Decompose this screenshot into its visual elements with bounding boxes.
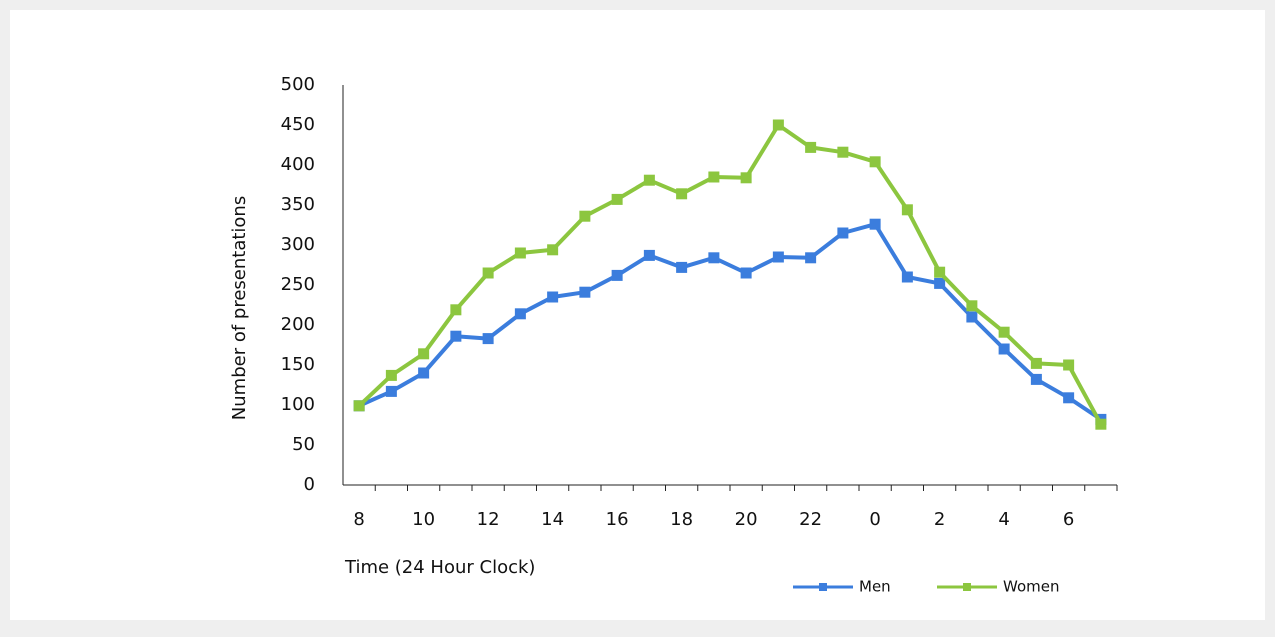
series-marker xyxy=(772,251,784,263)
legend-label: Men xyxy=(859,578,891,596)
series-marker xyxy=(514,308,526,320)
series-marker xyxy=(482,267,494,279)
y-tick-label: 250 xyxy=(281,274,315,295)
series-marker xyxy=(676,261,688,273)
series-marker xyxy=(1063,392,1075,404)
x-tick-label: 10 xyxy=(412,509,435,530)
series-marker xyxy=(450,330,462,342)
legend-marker xyxy=(819,583,827,591)
y-tick-label: 100 xyxy=(281,394,315,415)
series-marker xyxy=(837,146,849,158)
series-marker xyxy=(805,141,817,153)
series-marker xyxy=(1030,357,1042,369)
series-marker xyxy=(998,343,1010,355)
series-marker xyxy=(643,249,655,261)
series-marker xyxy=(482,333,494,345)
series-marker xyxy=(1063,359,1075,371)
series-marker xyxy=(740,267,752,279)
series-marker xyxy=(353,400,365,412)
series-marker xyxy=(643,174,655,186)
series-marker xyxy=(547,291,559,303)
series-marker xyxy=(708,171,720,183)
x-tick-label: 22 xyxy=(799,509,822,530)
y-tick-label: 400 xyxy=(281,154,315,175)
series-marker xyxy=(418,348,430,360)
x-tick-label: 20 xyxy=(735,509,758,530)
y-tick-label: 0 xyxy=(304,474,315,495)
y-axis-title: Number of presentations xyxy=(229,196,250,420)
x-axis-title: Time (24 Hour Clock) xyxy=(344,557,535,578)
series-marker xyxy=(579,286,591,298)
series-marker xyxy=(676,188,688,200)
x-tick-label: 16 xyxy=(606,509,629,530)
series-marker xyxy=(740,172,752,184)
series-marker xyxy=(869,156,881,168)
x-tick-label: 4 xyxy=(998,509,1009,530)
series-marker xyxy=(1095,418,1107,430)
series-marker xyxy=(547,244,559,256)
series-marker xyxy=(998,326,1010,338)
series-marker xyxy=(901,204,913,216)
series-marker xyxy=(418,367,430,379)
x-tick-label: 14 xyxy=(541,509,564,530)
series-marker xyxy=(934,266,946,278)
series-marker xyxy=(1030,373,1042,385)
series-marker xyxy=(805,252,817,264)
y-tick-label: 150 xyxy=(281,354,315,375)
x-tick-label: 12 xyxy=(477,509,500,530)
series-marker xyxy=(514,247,526,259)
series-marker xyxy=(385,369,397,381)
x-tick-label: 8 xyxy=(353,509,364,530)
series-marker xyxy=(579,210,591,222)
x-tick-label: 0 xyxy=(869,509,880,530)
series-marker xyxy=(708,252,720,264)
series-marker xyxy=(869,218,881,230)
series-marker xyxy=(611,193,623,205)
series-marker xyxy=(966,300,978,312)
series-marker xyxy=(837,227,849,239)
chart-panel xyxy=(10,10,1265,620)
series-marker xyxy=(450,304,462,316)
series-marker xyxy=(934,277,946,289)
y-tick-label: 200 xyxy=(281,314,315,335)
series-marker xyxy=(611,269,623,281)
y-tick-label: 300 xyxy=(281,234,315,255)
series-marker xyxy=(385,385,397,397)
x-tick-label: 18 xyxy=(670,509,693,530)
series-marker xyxy=(966,311,978,323)
legend-label: Women xyxy=(1003,578,1059,596)
y-tick-label: 350 xyxy=(281,194,315,215)
y-tick-label: 50 xyxy=(292,434,315,455)
x-tick-label: 2 xyxy=(934,509,945,530)
y-tick-label: 500 xyxy=(281,74,315,95)
series-marker xyxy=(772,119,784,131)
y-tick-label: 450 xyxy=(281,114,315,135)
x-tick-label: 6 xyxy=(1063,509,1074,530)
legend-marker xyxy=(963,583,971,591)
series-marker xyxy=(901,271,913,283)
